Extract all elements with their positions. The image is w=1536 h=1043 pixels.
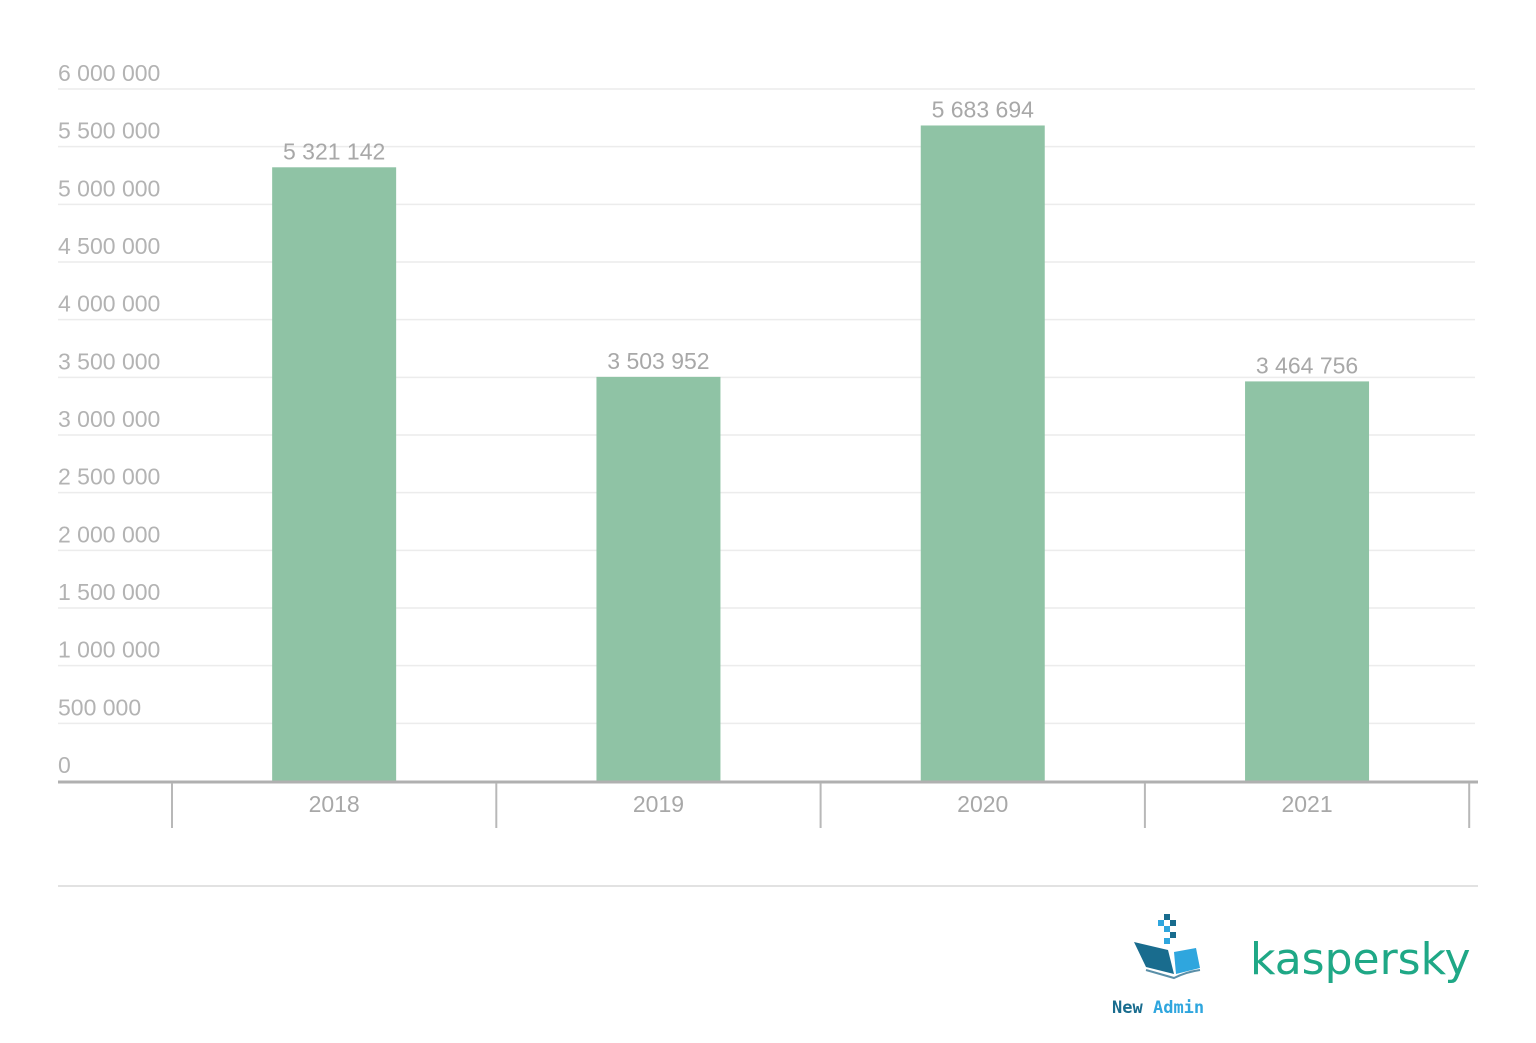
y-tick-label: 4 000 000 [58, 291, 160, 317]
bar-2018 [272, 167, 397, 782]
data-label: 3 464 756 [1256, 352, 1358, 378]
bar-chart: 0 500 000 1 000 000 1 500 000 2 000 000 2 500… [58, 60, 1478, 887]
bar-2021 [1245, 381, 1370, 781]
y-tick-label: 0 [58, 752, 71, 778]
y-tick-label: 3 500 000 [58, 348, 160, 374]
y-tick-label: 6 000 000 [58, 60, 160, 86]
y-tick-label: 5 500 000 [58, 118, 160, 144]
y-tick-label: 4 500 000 [58, 233, 160, 259]
data-label: 5 683 694 [932, 96, 1035, 122]
logos: New Admin kaspersky [1100, 912, 1500, 1022]
y-tick-label: 1 500 000 [58, 579, 160, 605]
y-tick-label: 3 000 000 [58, 406, 160, 432]
data-label: 5 321 142 [283, 138, 385, 164]
x-tick-label: 2019 [633, 791, 684, 817]
kaspersky-logo: kaspersky [1250, 934, 1471, 985]
y-tick-label: 2 000 000 [58, 521, 160, 547]
data-label: 3 503 952 [607, 348, 709, 374]
x-tick-label: 2021 [1281, 791, 1332, 817]
bar-2020 [920, 125, 1045, 781]
y-tick-label: 5 000 000 [58, 175, 160, 201]
x-tick-label: 2018 [309, 791, 360, 817]
y-tick-label: 2 500 000 [58, 464, 160, 490]
new-admin-logo-text: New Admin [1112, 998, 1205, 1018]
x-tick-label: 2020 [957, 791, 1008, 817]
new-admin-logo-icon [1134, 914, 1201, 980]
bar-2019 [596, 376, 721, 781]
y-tick-label: 1 000 000 [58, 637, 160, 663]
y-tick-label: 500 000 [58, 694, 141, 720]
